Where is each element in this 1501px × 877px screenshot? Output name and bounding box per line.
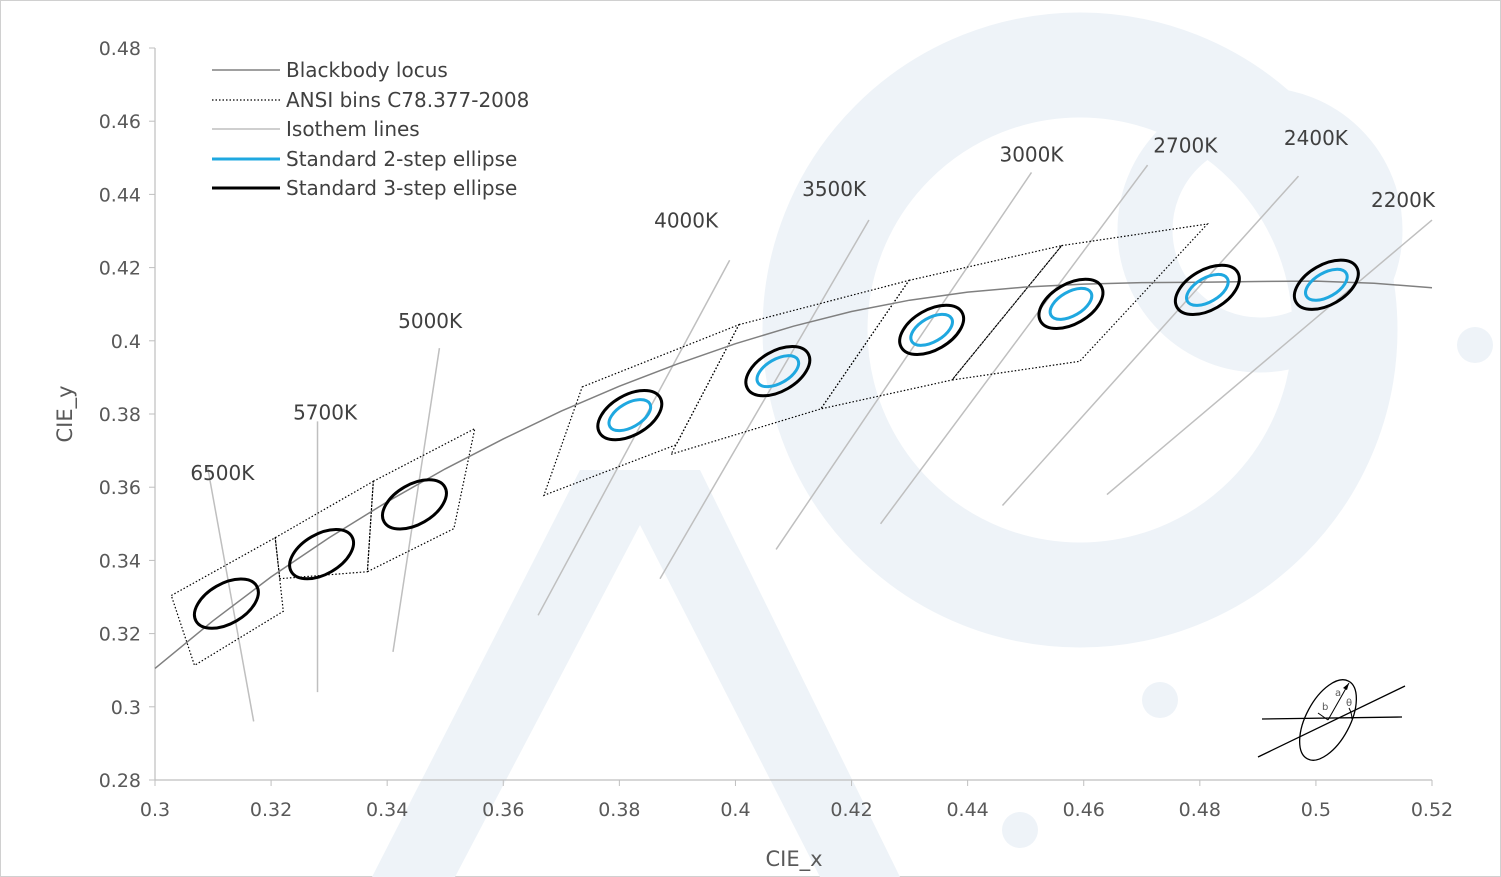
legend-label-iso: Isothem lines (286, 117, 420, 141)
y-tick-label: 0.38 (99, 404, 141, 426)
legend: Blackbody locus ANSI bins C78.377-2008 I… (212, 58, 529, 200)
cct-label-2200k: 2200K (1371, 188, 1436, 212)
isotherm-line-4000k (537, 259, 731, 616)
inset-label-theta: θ (1346, 698, 1352, 709)
isotherm-line-3000k (775, 172, 1033, 550)
ansi-bin-4 (542, 323, 741, 497)
inset-label-b: b (1322, 702, 1328, 713)
ansi-bin-7 (950, 223, 1210, 381)
ansi-bin-5 (669, 279, 911, 456)
two-step-ellipse-2400k (1185, 272, 1230, 307)
three-step-ellipse-2700k (1037, 277, 1105, 330)
y-tick-label: 0.42 (99, 258, 141, 280)
y-tick-label: 0.36 (99, 477, 141, 499)
x-tick-label: 0.46 (1063, 799, 1105, 821)
x-tick-label: 0.42 (830, 799, 872, 821)
axes: 0.3 0.32 0.34 0.36 0.38 0.4 0.42 0.44 0.46 0.48 0.… (53, 38, 1453, 872)
cct-label-5700k: 5700K (293, 400, 358, 424)
blackbody-locus-line (154, 280, 1433, 669)
watermark (372, 12, 1493, 877)
ansi-bin-1 (170, 536, 284, 667)
ansi-bin-2 (274, 480, 374, 580)
x-axis-ticks: 0.3 0.32 0.34 0.36 0.38 0.4 0.42 0.44 0.46 0.48 0.… (140, 780, 1453, 821)
cct-label-5000k: 5000K (398, 309, 463, 333)
cct-label-2700k: 2700K (1153, 133, 1218, 157)
isotherm-line-6500k (206, 465, 255, 722)
three-step-ellipse-5700k (288, 528, 356, 581)
x-tick-label: 0.5 (1301, 799, 1331, 821)
two-step-ellipse-2200k (1304, 267, 1349, 302)
isotherm-lines (206, 164, 1433, 722)
legend-label-locus: Blackbody locus (286, 58, 448, 82)
ansi-bin-6 (819, 244, 1064, 410)
cct-label-3000k: 3000K (999, 142, 1064, 166)
ansi-bin-3 (366, 427, 476, 573)
three-step-ellipse-2200k (1292, 258, 1360, 311)
x-tick-label: 0.4 (720, 799, 750, 821)
two-step-ellipse-3500k (755, 354, 801, 389)
inset-b-arrow (1317, 712, 1329, 721)
isotherm-line-3500k (659, 219, 870, 580)
y-tick-label: 0.34 (99, 550, 141, 572)
ansi-bins (170, 223, 1210, 667)
y-tick-label: 0.44 (99, 184, 141, 206)
inset-tilted-axis (1257, 685, 1406, 758)
two-step-ellipse-2700k (1048, 286, 1094, 321)
cct-label-6500k: 6500K (190, 461, 255, 485)
ellipse-parameter-diagram: a b θ (1257, 679, 1406, 761)
isotherm-line-2400k (1001, 175, 1300, 507)
cct-label-2400k: 2400K (1284, 126, 1349, 150)
isotherm-line-2200k (1106, 219, 1433, 496)
isotherm-line-5000k (392, 348, 441, 653)
inset-horizontal-axis (1261, 716, 1403, 720)
legend-label-three-step: Standard 3-step ellipse (286, 176, 517, 200)
x-tick-label: 0.36 (482, 799, 524, 821)
legend-label-ansi: ANSI bins C78.377-2008 (286, 88, 529, 112)
cct-label-3500k: 3500K (802, 177, 867, 201)
y-axis-title: CIE_y (53, 385, 78, 442)
inset-a-arrowhead (1343, 683, 1349, 690)
macadam-ellipses (192, 258, 1360, 630)
cct-label-4000k: 4000K (654, 208, 719, 232)
y-tick-label: 0.28 (99, 770, 141, 792)
x-tick-label: 0.34 (366, 799, 408, 821)
isotherm-line-2700k (879, 164, 1149, 525)
three-step-ellipse-5000k (381, 478, 448, 531)
x-tick-label: 0.38 (598, 799, 640, 821)
inset-label-a: a (1335, 688, 1341, 699)
y-axis-ticks: 0.28 0.3 0.32 0.34 0.36 0.38 0.4 0.42 0.44 0.46 0.… (99, 38, 155, 792)
two-step-ellipse-3000k (909, 312, 954, 347)
y-tick-label: 0.48 (99, 38, 141, 60)
three-step-ellipse-6500k (192, 577, 260, 630)
y-tick-label: 0.4 (111, 331, 141, 353)
y-tick-label: 0.3 (111, 697, 141, 719)
x-tick-label: 0.3 (140, 799, 170, 821)
three-step-ellipse-2400k (1173, 263, 1241, 317)
inset-ellipse (1298, 679, 1358, 761)
three-step-ellipse-3000k (898, 303, 966, 356)
three-step-ellipse-3500k (744, 345, 812, 398)
two-step-ellipse-4000k (607, 398, 653, 433)
inset-theta-arc (1348, 707, 1353, 720)
x-tick-label: 0.44 (946, 799, 988, 821)
cct-labels: 6500K 5700K 5000K 4000K 3500K 3000K 2700K 2400K… (190, 126, 1436, 485)
three-step-ellipse-4000k (596, 388, 664, 442)
x-tick-label: 0.48 (1179, 799, 1221, 821)
y-tick-label: 0.46 (99, 111, 141, 133)
legend-label-two-step: Standard 2-step ellipse (286, 147, 517, 171)
x-tick-label: 0.52 (1411, 799, 1453, 821)
y-tick-label: 0.32 (99, 624, 141, 646)
x-axis-title: CIE_x (765, 847, 822, 872)
x-tick-label: 0.32 (250, 799, 292, 821)
